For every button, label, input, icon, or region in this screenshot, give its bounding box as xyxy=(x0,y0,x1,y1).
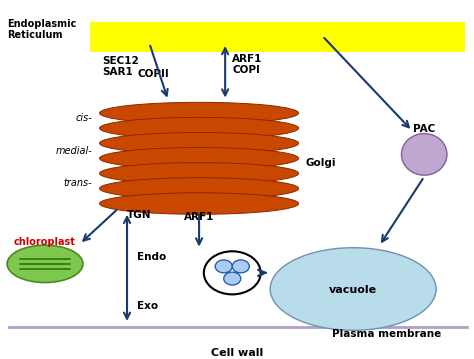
FancyArrowPatch shape xyxy=(259,270,265,276)
Text: Cell wall: Cell wall xyxy=(211,348,263,358)
Ellipse shape xyxy=(401,134,447,175)
Text: ARF1: ARF1 xyxy=(232,54,263,64)
Text: SAR1: SAR1 xyxy=(102,67,133,77)
Ellipse shape xyxy=(100,117,299,139)
Text: SEC12: SEC12 xyxy=(102,56,139,66)
Text: cis-: cis- xyxy=(76,113,92,123)
Ellipse shape xyxy=(100,102,299,124)
Text: Exo: Exo xyxy=(137,301,159,311)
Text: chloroplast: chloroplast xyxy=(14,237,76,247)
FancyArrowPatch shape xyxy=(324,38,409,127)
Text: trans-: trans- xyxy=(64,178,92,188)
FancyArrowPatch shape xyxy=(150,46,168,95)
FancyArrowPatch shape xyxy=(382,179,423,242)
Text: Golgi: Golgi xyxy=(306,158,336,168)
Text: PAC: PAC xyxy=(413,124,435,134)
Text: vacuole: vacuole xyxy=(329,285,377,295)
Ellipse shape xyxy=(100,148,299,169)
Text: Endo: Endo xyxy=(137,252,167,262)
Ellipse shape xyxy=(100,178,299,199)
FancyArrowPatch shape xyxy=(83,210,117,241)
Ellipse shape xyxy=(100,163,299,184)
Circle shape xyxy=(224,272,241,285)
Ellipse shape xyxy=(7,245,83,283)
Text: COPII: COPII xyxy=(137,69,169,79)
Text: COPI: COPI xyxy=(232,65,260,75)
Circle shape xyxy=(215,260,232,273)
FancyBboxPatch shape xyxy=(90,22,465,52)
Ellipse shape xyxy=(270,248,436,330)
Text: medial-: medial- xyxy=(55,146,92,156)
FancyArrowPatch shape xyxy=(258,270,265,276)
FancyArrowPatch shape xyxy=(124,217,130,319)
FancyArrowPatch shape xyxy=(222,48,228,95)
Text: TGN: TGN xyxy=(127,210,152,220)
Text: Plasma membrane: Plasma membrane xyxy=(332,329,441,339)
Ellipse shape xyxy=(100,132,299,154)
Circle shape xyxy=(204,251,261,294)
Circle shape xyxy=(232,260,249,273)
FancyArrowPatch shape xyxy=(196,215,202,244)
Text: Endoplasmic
Reticulum: Endoplasmic Reticulum xyxy=(7,19,76,40)
Text: ARF1: ARF1 xyxy=(184,212,214,222)
Ellipse shape xyxy=(100,193,299,214)
